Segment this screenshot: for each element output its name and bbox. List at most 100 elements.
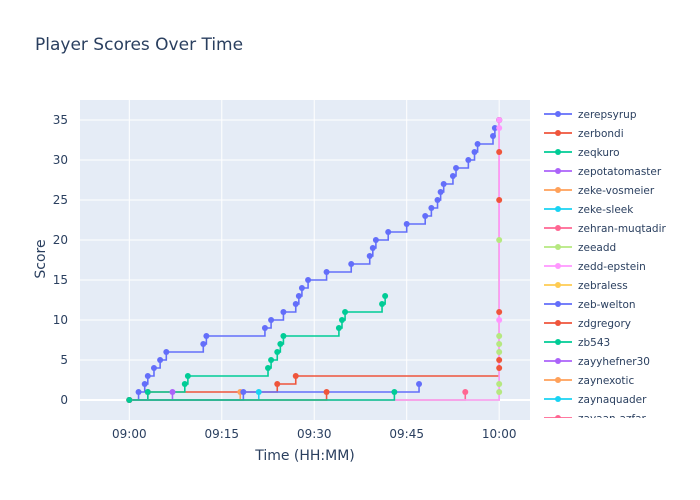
data-point: [437, 189, 444, 195]
legend-swatch-marker: [555, 187, 561, 193]
legend-item[interactable]: zerbondi: [544, 128, 624, 140]
data-point: [496, 197, 503, 203]
y-tick-label: 0: [60, 393, 68, 407]
legend-item[interactable]: zerepsyrup: [544, 109, 637, 121]
data-point: [428, 205, 435, 211]
legend-swatch-marker: [555, 206, 561, 212]
data-point: [144, 373, 151, 379]
legend-item[interactable]: zeb-welton: [544, 299, 636, 311]
legend-label: zdgregory: [578, 318, 631, 330]
data-point: [200, 341, 207, 347]
data-point: [496, 349, 503, 355]
data-point: [342, 309, 349, 315]
legend-item[interactable]: zeke-sleek: [544, 204, 634, 216]
data-point: [453, 165, 460, 171]
legend-swatch-marker: [555, 149, 561, 155]
legend-swatch-marker: [555, 282, 561, 288]
data-point: [366, 253, 373, 259]
data-point: [305, 277, 312, 283]
legend-item[interactable]: zayaan-azfar: [544, 413, 647, 425]
legend-label: zerepsyrup: [578, 109, 637, 121]
data-point: [496, 341, 503, 347]
legend-item[interactable]: zayyhefner30: [544, 356, 650, 368]
data-point: [496, 237, 503, 243]
x-tick-label: 09:15: [204, 427, 239, 441]
data-point: [268, 317, 275, 323]
legend-item[interactable]: zeke-vosmeier: [544, 185, 655, 197]
legend-label: zb543: [578, 337, 610, 349]
data-point: [338, 317, 345, 323]
plot-area: [80, 100, 530, 420]
axis-ticks: 0 5 10 15 20 25 30 35 09:00 09:15 09:30 09:45 10:00: [53, 113, 517, 441]
data-point: [385, 229, 392, 235]
legend-label: zedd-epstein: [578, 261, 646, 273]
legend-swatch-marker: [555, 320, 561, 326]
data-point: [268, 357, 275, 363]
data-point: [369, 245, 376, 251]
legend[interactable]: zerepsyrup zerbondi zeqkuro zepotatomaster z…: [544, 109, 667, 425]
data-point: [422, 213, 429, 219]
data-point: [496, 317, 503, 323]
data-point: [135, 389, 142, 395]
data-point: [416, 381, 423, 387]
data-point: [169, 389, 176, 395]
data-point: [203, 333, 210, 339]
legend-item[interactable]: zebraless: [544, 280, 628, 292]
data-point: [391, 389, 398, 395]
data-point: [323, 389, 330, 395]
legend-item[interactable]: zehran-muqtadir: [544, 223, 667, 235]
legend-label: zepotatomaster: [578, 166, 662, 178]
data-point: [126, 397, 133, 403]
legend-label: zaynexotic: [578, 375, 634, 387]
data-point: [496, 117, 503, 123]
data-point: [462, 389, 469, 395]
data-point: [449, 173, 456, 179]
legend-label: zeqkuro: [578, 147, 620, 159]
data-point: [280, 333, 287, 339]
data-point: [490, 133, 497, 139]
data-point: [496, 309, 503, 315]
legend-item[interactable]: zdgregory: [544, 318, 631, 330]
legend-label: zaynaquader: [578, 394, 647, 406]
legend-swatch-marker: [555, 396, 561, 402]
data-point: [496, 381, 503, 387]
y-tick-label: 10: [53, 313, 68, 327]
data-point: [184, 373, 191, 379]
plot-background: [80, 100, 530, 420]
legend-item[interactable]: zeqkuro: [544, 147, 620, 159]
legend-label: zeb-welton: [578, 299, 636, 311]
legend-item[interactable]: zeeadd: [544, 242, 616, 254]
legend-item[interactable]: zaynexotic: [544, 375, 634, 387]
data-point: [434, 197, 441, 203]
data-point: [379, 301, 386, 307]
legend-swatch-marker: [555, 263, 561, 269]
data-point: [335, 325, 342, 331]
legend-item[interactable]: zedd-epstein: [544, 261, 646, 273]
legend-item[interactable]: zb543: [544, 337, 610, 349]
data-point: [496, 357, 503, 363]
legend-label: zerbondi: [578, 128, 624, 140]
data-point: [141, 381, 148, 387]
legend-swatch-marker: [555, 111, 561, 117]
legend-label: zayyhefner30: [578, 356, 650, 368]
data-point: [496, 333, 503, 339]
legend-item[interactable]: zepotatomaster: [544, 166, 662, 178]
x-tick-label: 09:30: [297, 427, 332, 441]
legend-label: zebraless: [578, 280, 628, 292]
legend-swatch-marker: [555, 339, 561, 345]
y-tick-label: 25: [53, 193, 68, 207]
data-point: [496, 365, 503, 371]
legend-label: zehran-muqtadir: [578, 223, 667, 235]
data-point: [382, 293, 389, 299]
data-point: [255, 389, 262, 395]
legend-swatch-marker: [555, 301, 561, 307]
legend-label: zayaan-azfar: [578, 413, 647, 425]
legend-swatch-marker: [555, 168, 561, 174]
data-point: [474, 141, 481, 147]
data-point: [298, 285, 305, 291]
data-point: [496, 125, 503, 131]
data-point: [471, 149, 478, 155]
data-point: [372, 237, 379, 243]
data-point: [292, 301, 299, 307]
legend-item[interactable]: zaynaquader: [544, 394, 647, 406]
